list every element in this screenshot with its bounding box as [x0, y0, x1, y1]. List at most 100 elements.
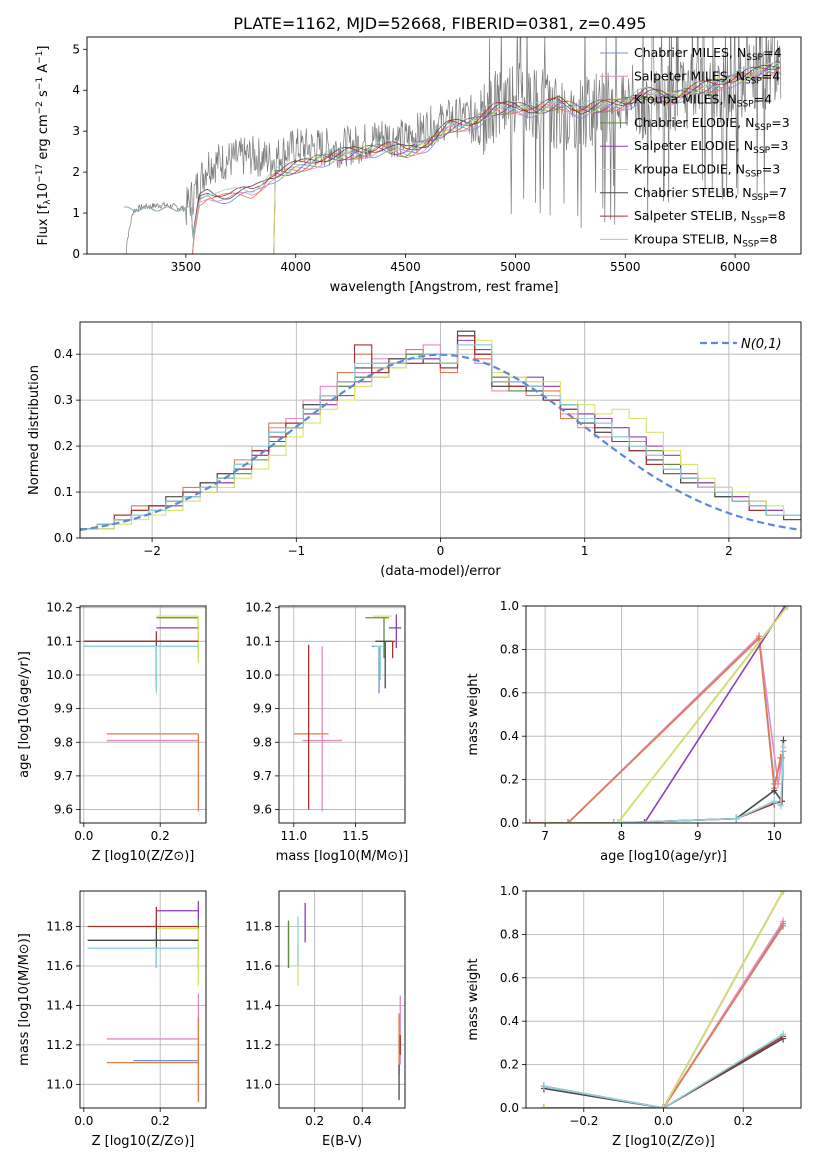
axes-frame	[79, 605, 207, 824]
tick-label-y: 11.4	[46, 998, 73, 1012]
tick-label-y: 1.0	[500, 599, 519, 613]
tick-label-y: 10.2	[46, 601, 73, 615]
legend: Chabrier MILES, NSSP=4 Salpeter MILES, NS…	[600, 45, 790, 249]
tick-label-y: 11.4	[245, 998, 272, 1012]
tick-label-y: 11.8	[245, 920, 272, 934]
tick-label-y: 9.6	[54, 803, 73, 817]
model-line-kroupa-elodie	[273, 62, 781, 254]
tick-label-x: 4500	[390, 260, 421, 274]
tick-label-y: 0.8	[500, 642, 519, 656]
axis-label-x: mass [log10(M/M⊙)]	[276, 849, 409, 864]
axis-label-y: Flux [fλ10−17 erg cm−2 s−1 A−1]	[35, 46, 53, 246]
tick-label-y: 0.3	[54, 393, 73, 407]
tick-label-x: 11.0	[280, 829, 307, 843]
tick-label-y: 2	[72, 165, 80, 179]
tick-label-x: 5000	[500, 260, 531, 274]
axes-frame	[525, 605, 802, 824]
axes-frame	[278, 890, 406, 1109]
legend-entry: Chabrier STELIB, NSSP=7	[634, 185, 787, 203]
tick-label-y: 0.0	[500, 1101, 519, 1115]
axes-frame	[525, 890, 802, 1109]
weight-line-kroupa-miles	[543, 925, 784, 1108]
tick-label-x: 7	[541, 829, 549, 843]
tick-label-y: 10.1	[46, 634, 73, 648]
tick-label-x: 0.2	[734, 1114, 753, 1128]
tick-label-y: 9.9	[54, 702, 73, 716]
spectrum-plot	[124, 37, 782, 254]
legend-entry: Chabrier MILES, NSSP=4	[634, 45, 782, 63]
axes-frame	[86, 36, 802, 255]
legend-entry: Salpeter MILES, NSSP=4	[634, 68, 780, 86]
tick-label-x: −2	[143, 544, 161, 558]
tick-label-y: 10.0	[46, 668, 73, 682]
axis-label-x: Z [log10(Z/Z⊙)]	[92, 1134, 195, 1149]
weight-line-kroupa-stelib	[613, 746, 785, 823]
histogram-plot	[80, 330, 801, 531]
panel-massweight_vs_Z: −0.2 0.0 0.2 0.0 0.2 0.4 0.6 0.8 1.0 Z [log10(Z/Z…	[466, 884, 802, 1149]
points-plot	[83, 615, 200, 812]
axis-label-x: age [log10(age/yr)]	[600, 849, 727, 864]
tick-label-y: 0.4	[500, 729, 519, 743]
tick-label-y: 9.8	[54, 735, 73, 749]
tick-label-y: 11.6	[46, 959, 73, 973]
tick-label-y: 9.7	[54, 769, 73, 783]
tick-label-x: 0.0	[74, 829, 93, 843]
tick-label-x: 9	[694, 829, 702, 843]
tick-label-y: 5	[72, 42, 80, 56]
axes-frame	[79, 321, 802, 539]
axis-label-y: mass weight	[466, 958, 481, 1040]
weight-line-salpeter-elodie	[545, 606, 786, 823]
tick-label-x: 5500	[610, 260, 641, 274]
tick-label-y: 11.2	[46, 1038, 73, 1052]
panel-massweight_vs_age: 7 8 9 10 0.0 0.2 0.4 0.6 0.8 1.0 age [log10(age/yr…	[466, 599, 802, 864]
weight-line-kroupa-elodie	[543, 891, 784, 1108]
tick-label-y: 0.4	[500, 1014, 519, 1028]
tick-label-x: 2	[725, 544, 733, 558]
model-line-salpeter-stelib	[124, 66, 781, 236]
tick-label-x: 1	[581, 544, 589, 558]
panel-spectrum: 3500 4000 4500 5000 5500 6000 0 1 2 3 4 5 wavelength…	[35, 36, 802, 295]
tick-label-y: 9.6	[253, 803, 272, 817]
tick-label-x: 3500	[171, 260, 202, 274]
weight-line-kroupa-stelib	[543, 1033, 784, 1108]
panel-age_vs_mass: 11.0 11.5 9.6 9.7 9.8 9.9 10.0 10.1 10.2 mass [lo…	[245, 601, 408, 864]
weight-line-chabrier-stelib	[543, 1037, 784, 1108]
axis-label-x: Z [log10(Z/Z⊙)]	[612, 1134, 715, 1149]
axis-label-x: wavelength [Angstrom, rest frame]	[330, 280, 559, 295]
points-plot	[287, 902, 401, 1101]
tick-label-x: 8	[618, 829, 626, 843]
axes-frame	[79, 890, 207, 1109]
weight-line-kroupa-elodie	[545, 606, 789, 823]
model-line-chabrier-miles	[192, 70, 782, 254]
tick-label-x: 0.0	[74, 1114, 93, 1128]
tick-label-y: 0.2	[500, 1058, 519, 1072]
model-line-chabrier-stelib	[124, 64, 781, 238]
tick-label-y: 9.9	[253, 702, 272, 716]
tick-label-y: 11.8	[46, 920, 73, 934]
legend-entry: Kroupa MILES, NSSP=4	[634, 92, 772, 110]
tick-label-x: 10	[767, 829, 782, 843]
data-spectrum-line	[124, 37, 782, 254]
points-plot	[293, 614, 402, 812]
tick-label-y: 1.0	[500, 884, 519, 898]
axis-label-y: Normed distribution	[27, 365, 42, 495]
panel-residuals: −2 −1 0 1 2 0.0 0.1 0.2 0.3 0.4 (data-model)/error…	[27, 321, 802, 579]
lines-plot	[540, 891, 787, 1108]
tick-label-y: 0.0	[500, 816, 519, 830]
weight-line-kroupa-miles	[529, 636, 782, 823]
axis-label-y: mass [log10(M/M⊙)]	[17, 933, 32, 1066]
tick-label-x: 0	[437, 544, 445, 558]
tick-label-x: 0.0	[654, 1114, 673, 1128]
tick-label-y: 9.7	[253, 769, 272, 783]
legend-entry: Kroupa STELIB, NSSP=8	[634, 231, 778, 249]
tick-label-x: 0.2	[151, 829, 170, 843]
legend-entry: Salpeter STELIB, NSSP=8	[634, 208, 786, 226]
tick-label-y: 0.1	[54, 485, 73, 499]
tick-label-y: 0.6	[500, 686, 519, 700]
tick-label-y: 0.2	[54, 439, 73, 453]
axis-label-x: Z [log10(Z/Z⊙)]	[92, 849, 195, 864]
legend-entry: N(0,1)	[741, 337, 782, 352]
panel-mass_vs_Z: 0.0 0.2 11.0 11.2 11.4 11.6 11.8 Z [log10(Z/Z⊙)…	[17, 890, 207, 1149]
axes-frame	[278, 605, 406, 824]
